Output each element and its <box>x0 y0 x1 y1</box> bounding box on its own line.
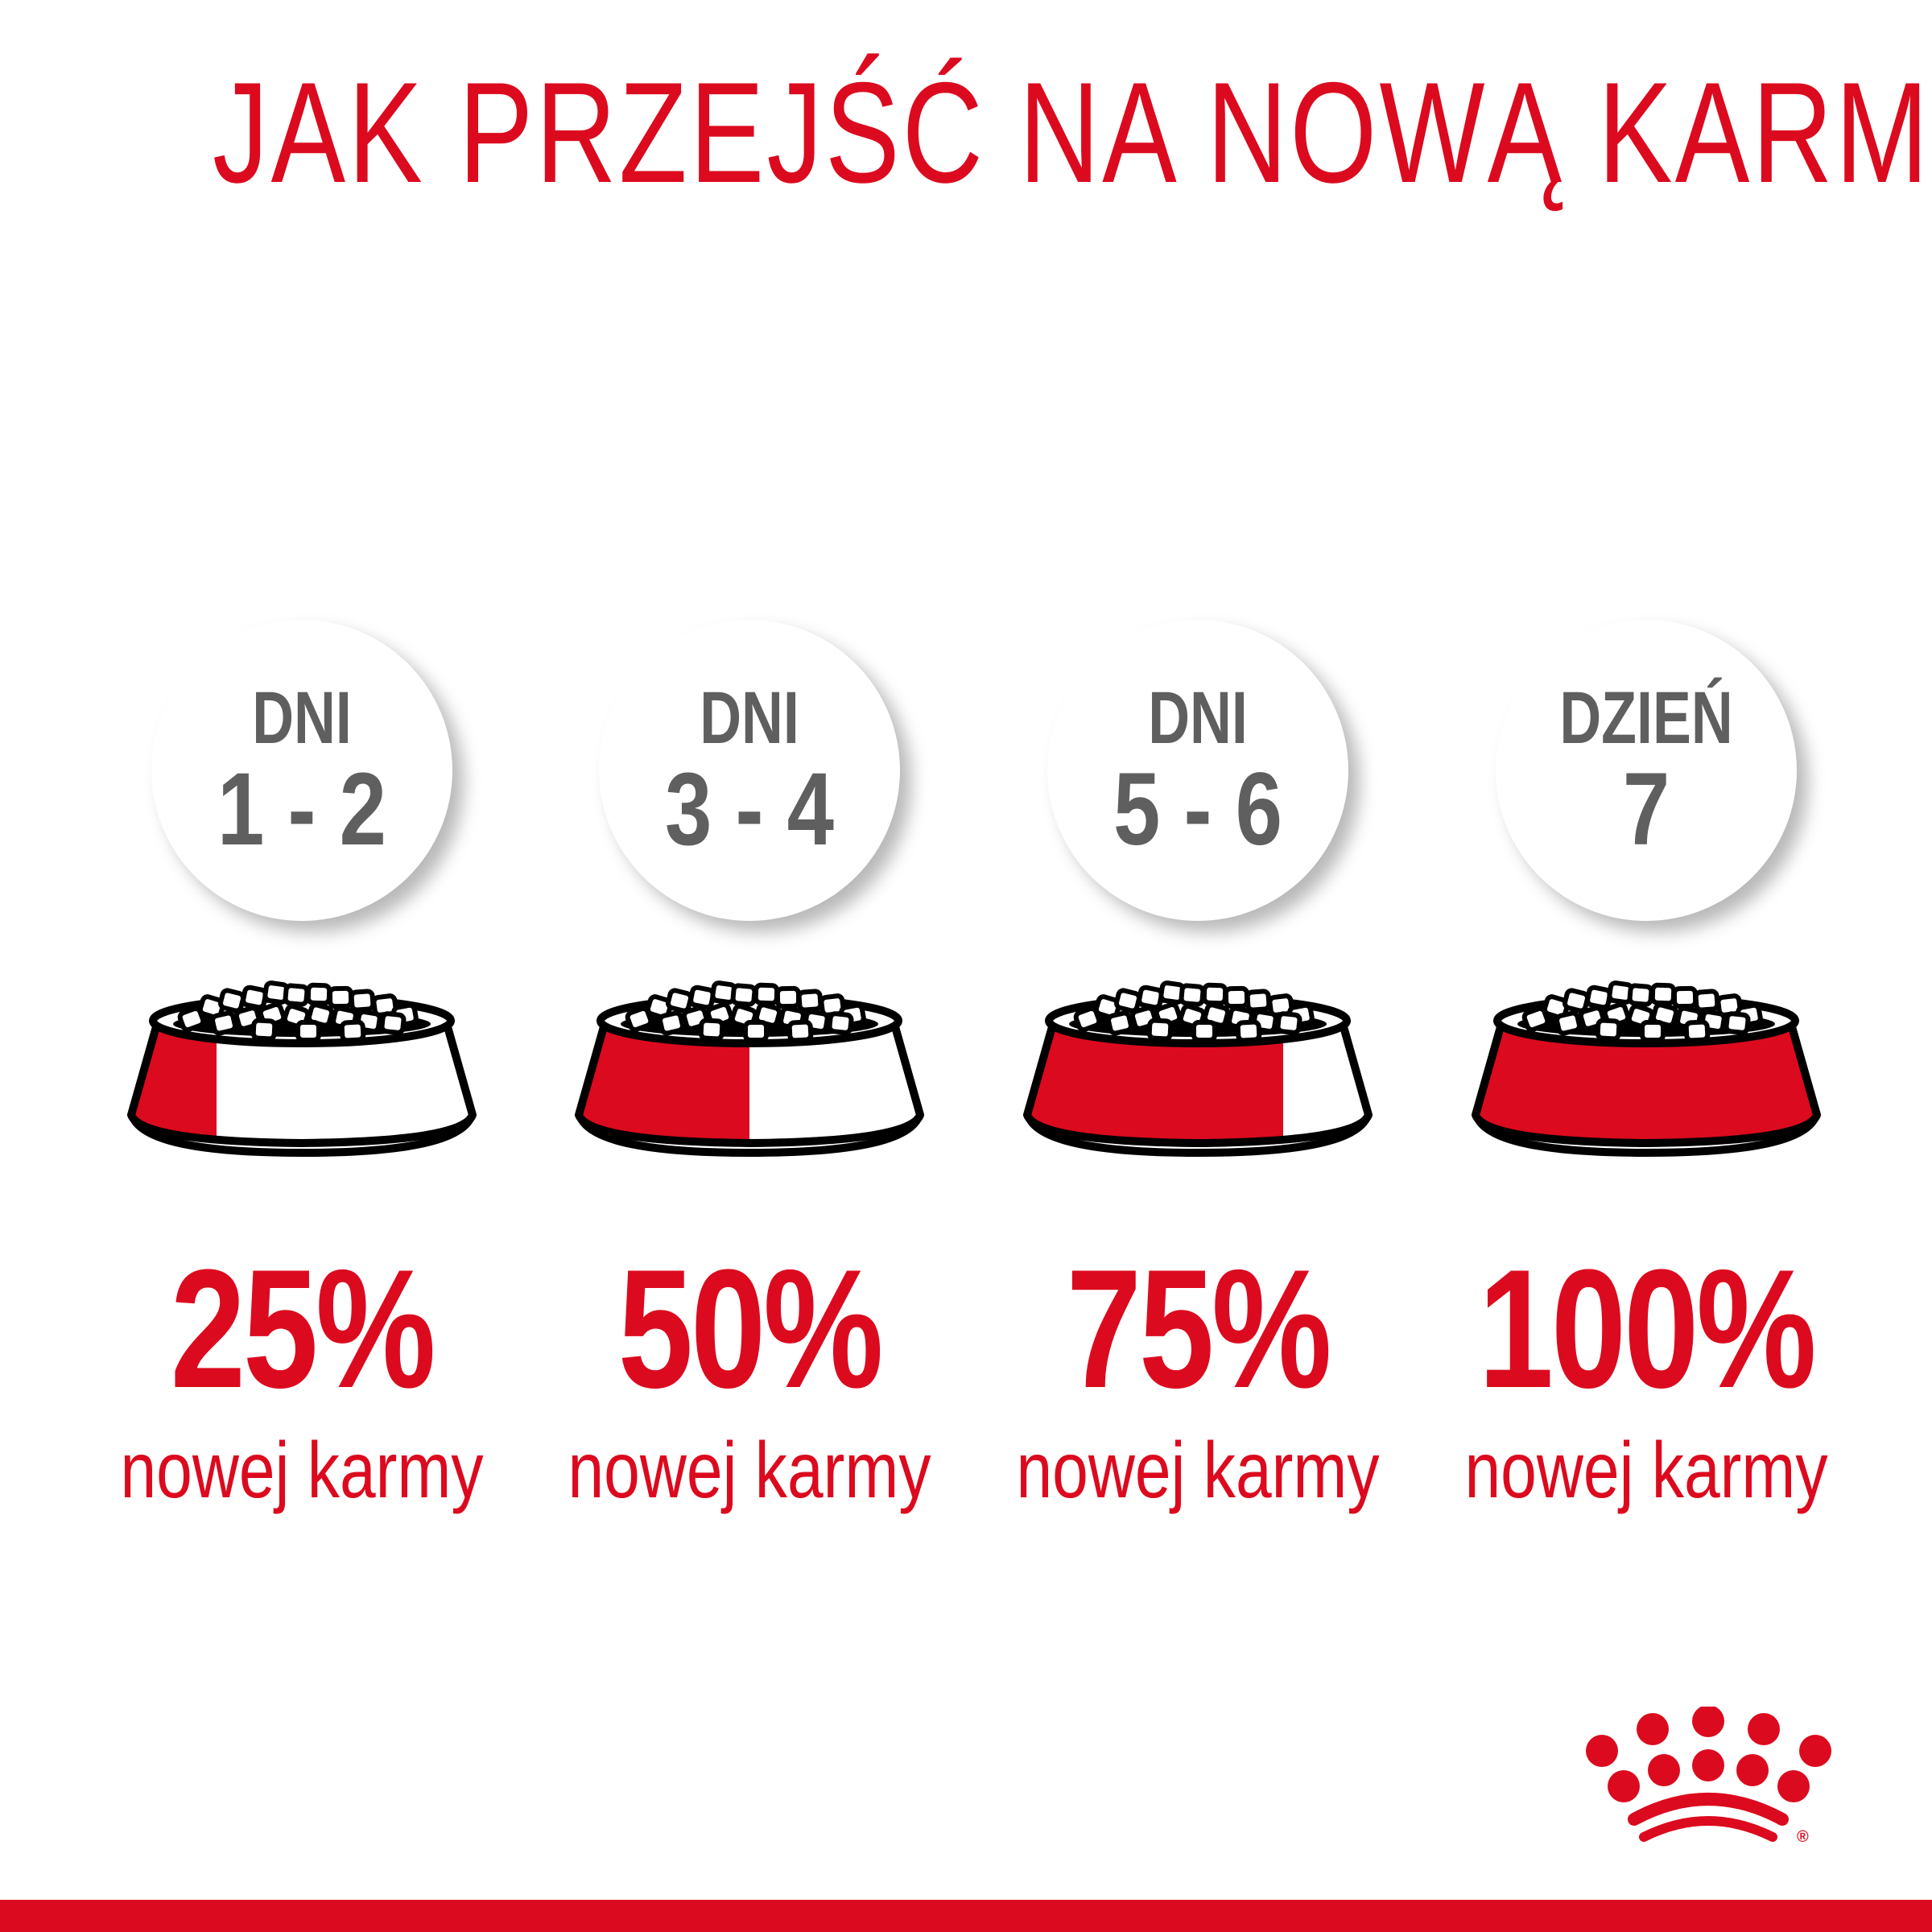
page-title: JAK PRZEJŚĆ NA NOWĄ KARMĘ <box>213 52 1932 213</box>
kibble <box>250 1018 278 1042</box>
kibble <box>645 994 674 1020</box>
percent-caption: nowej karmy <box>1464 1426 1828 1514</box>
kibble <box>1640 1020 1666 1042</box>
kibble <box>743 1020 769 1042</box>
day-range: 5 - 6 <box>1113 752 1283 867</box>
day-range: 3 - 4 <box>664 752 835 867</box>
kibble <box>241 985 268 1010</box>
crown-logo-icon: ® <box>1586 1707 1831 1846</box>
percent-caption: nowej karmy <box>1016 1426 1380 1514</box>
day-circle: DNI 1 - 2 <box>151 620 452 921</box>
kibble <box>305 982 332 1006</box>
food-bowl-icon <box>1023 980 1373 1158</box>
kibble <box>1191 1020 1217 1042</box>
percent-value: 25% <box>170 1234 436 1423</box>
kibble <box>1113 988 1142 1013</box>
kibble <box>1693 989 1720 1013</box>
day-circle: DNI 5 - 6 <box>1047 620 1348 921</box>
kibble <box>379 1011 407 1035</box>
step-2: DNI 3 - 4 50% nowej karmy <box>524 0 975 1932</box>
kibble <box>339 1019 366 1043</box>
step-4: DZIEŃ 7 100% nowej karmy <box>1421 0 1872 1932</box>
day-range: 1 - 2 <box>217 752 387 867</box>
kibble <box>1179 983 1206 1007</box>
food-bowl-icon <box>127 980 477 1158</box>
day-circle: DZIEŃ 7 <box>1496 620 1797 921</box>
percent-value: 50% <box>617 1234 884 1423</box>
kibble <box>753 982 780 1006</box>
kibble <box>295 1020 321 1042</box>
day-label: DNI <box>700 677 799 759</box>
bottom-bar <box>0 1900 1932 1932</box>
kibble <box>1106 1010 1133 1036</box>
kibble <box>1649 982 1677 1006</box>
day-range: 7 <box>1622 752 1670 867</box>
kibble <box>1585 985 1612 1010</box>
day-label: DZIEŃ <box>1559 677 1733 759</box>
kibble <box>1235 1019 1262 1043</box>
step-1: DNI 1 - 2 25% nowej karmy <box>76 0 527 1932</box>
kibble <box>217 988 246 1013</box>
kibble <box>786 1019 814 1043</box>
kibble <box>1137 985 1164 1010</box>
percent-caption: nowej karmy <box>568 1426 931 1514</box>
kibble <box>210 1010 237 1036</box>
kibble <box>688 985 716 1010</box>
day-label: DNI <box>1148 677 1248 759</box>
kibble <box>625 1005 654 1033</box>
step-3: DNI 5 - 6 75% nowej karmy <box>972 0 1423 1932</box>
kibble <box>1275 1011 1302 1035</box>
kibble <box>1542 994 1571 1020</box>
kibble <box>796 989 824 1013</box>
percent-caption: nowej karmy <box>120 1426 484 1514</box>
kibble <box>177 1005 206 1033</box>
kibble <box>698 1018 725 1042</box>
kibble <box>1245 989 1272 1013</box>
kibble <box>327 985 354 1009</box>
kibble <box>1724 1011 1751 1035</box>
day-circle: DNI 3 - 4 <box>599 620 900 921</box>
day-label: DNI <box>252 677 352 759</box>
kibble <box>1201 982 1228 1006</box>
kibble <box>1223 985 1250 1009</box>
kibble <box>1521 1005 1550 1033</box>
percent-value: 100% <box>1478 1234 1817 1423</box>
kibble <box>658 1010 685 1036</box>
registered-mark: ® <box>1797 1828 1809 1846</box>
kibble <box>1554 1010 1582 1036</box>
kibble <box>665 988 694 1013</box>
kibble <box>1683 1019 1711 1043</box>
kibble <box>349 989 376 1013</box>
kibble <box>730 983 758 1007</box>
kibble <box>827 1011 854 1035</box>
kibble <box>283 983 310 1007</box>
kibble <box>1146 1018 1174 1042</box>
kibble <box>1073 1005 1102 1033</box>
food-bowl-icon <box>575 980 924 1158</box>
kibble <box>1595 1018 1622 1042</box>
kibble <box>1671 985 1699 1009</box>
kibble <box>774 985 802 1009</box>
kibble <box>197 994 226 1020</box>
percent-value: 75% <box>1066 1234 1332 1423</box>
kibble <box>1627 983 1654 1007</box>
food-bowl-icon <box>1472 980 1821 1158</box>
kibble <box>1093 994 1122 1020</box>
kibble <box>1562 988 1591 1013</box>
